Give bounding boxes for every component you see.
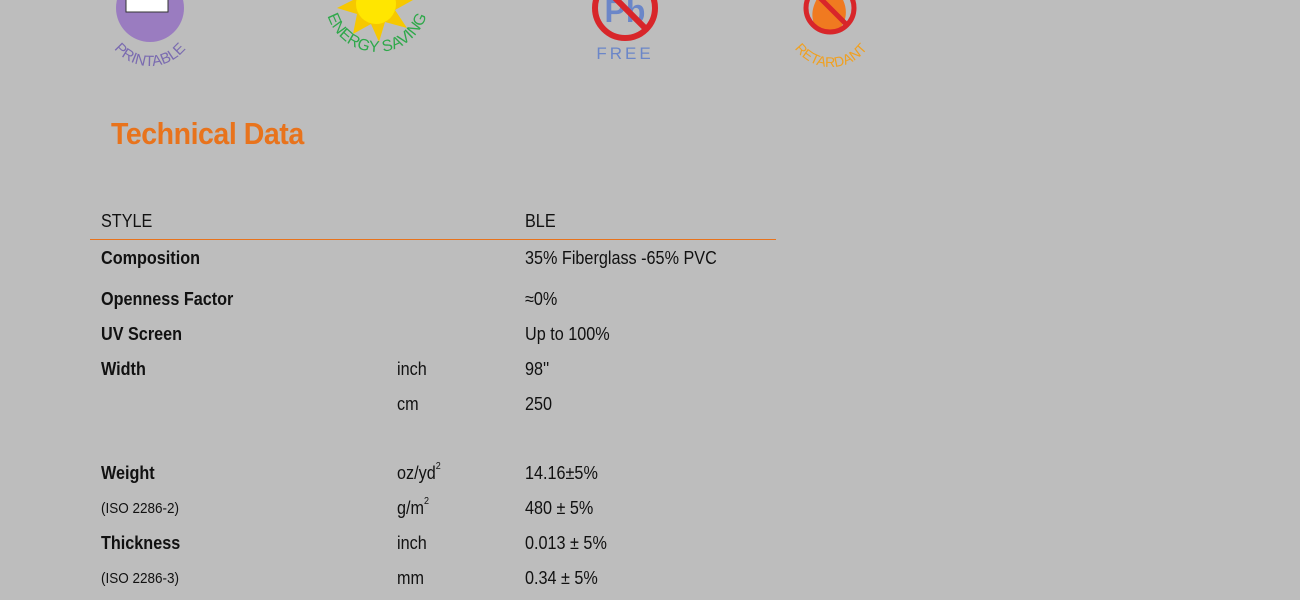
row-value: 0.013 ± 5% bbox=[525, 533, 607, 553]
row-value: 480 ± 5% bbox=[525, 498, 594, 518]
row-unit: inch bbox=[397, 359, 427, 380]
row-label: UV Screen bbox=[101, 324, 183, 344]
row-label: Width bbox=[101, 359, 146, 379]
svg-text:RETARDANT: RETARDANT bbox=[792, 40, 870, 70]
energy-saving-badge: ENERGY SAVING bbox=[324, 0, 431, 56]
row-label: (ISO 2286-2) bbox=[101, 500, 180, 517]
unit-superscript: 2 bbox=[424, 496, 430, 507]
svg-text:PRINTABLE: PRINTABLE bbox=[111, 40, 189, 70]
unit-text: inch bbox=[397, 533, 427, 553]
lead-free-icon: Pb bbox=[592, 0, 658, 41]
row-value: ≈0% bbox=[525, 289, 558, 309]
row-value: 35% Fiberglass -65% PVC bbox=[525, 248, 717, 268]
row-label: (ISO 2286-3) bbox=[101, 570, 180, 587]
row-unit: mm bbox=[397, 568, 424, 589]
row-value: 98'' bbox=[525, 359, 550, 379]
unit-text: g/m bbox=[397, 498, 425, 518]
unit-text: inch bbox=[397, 359, 427, 379]
row-value: 14.16±5% bbox=[525, 463, 598, 483]
unit-superscript: 2 bbox=[435, 461, 441, 472]
section-title: Technical Data bbox=[111, 116, 304, 151]
flame-retardant-badge: RETARDANT bbox=[792, 0, 870, 70]
sun-icon bbox=[337, 0, 413, 42]
row-value: Up to 100% bbox=[525, 324, 610, 344]
header-value: BLE bbox=[525, 211, 556, 231]
unit-text: mm bbox=[397, 568, 424, 588]
printable-badge: PRINTABLE bbox=[111, 0, 189, 70]
row-label: Thickness bbox=[101, 533, 181, 553]
svg-text:FREE: FREE bbox=[596, 44, 653, 63]
row-label: Openness Factor bbox=[101, 289, 234, 309]
unit-text: oz/yd bbox=[397, 463, 436, 483]
row-value: 0.34 ± 5% bbox=[525, 568, 598, 588]
row-unit: cm bbox=[397, 394, 419, 415]
flame-retardant-icon bbox=[803, 0, 857, 35]
row-unit: inch bbox=[397, 533, 427, 554]
row-value: 250 bbox=[525, 394, 553, 414]
header-divider bbox=[90, 239, 776, 240]
unit-text: cm bbox=[397, 394, 419, 414]
header-label: STYLE bbox=[101, 211, 153, 231]
lead-free-badge: Pb FREE bbox=[592, 0, 658, 63]
row-unit: oz/yd2 bbox=[397, 461, 441, 484]
row-label: Weight bbox=[101, 463, 155, 483]
row-label: Composition bbox=[101, 248, 200, 268]
row-unit: g/m2 bbox=[397, 496, 430, 519]
